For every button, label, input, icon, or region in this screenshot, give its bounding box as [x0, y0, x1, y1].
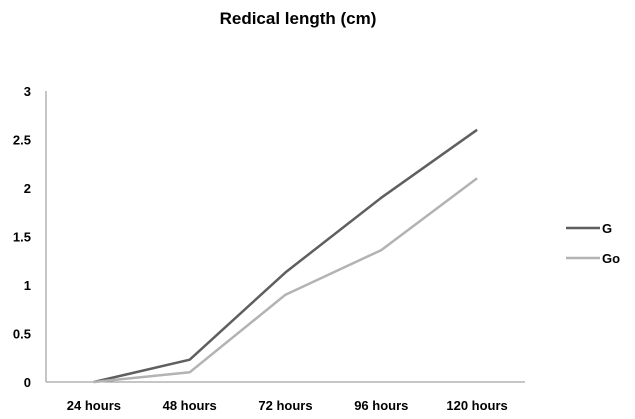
- x-tick-label: 72 hours: [258, 398, 312, 413]
- x-tick-label: 24 hours: [67, 398, 121, 413]
- chart-title: Redical length (cm): [220, 9, 377, 28]
- y-tick-labels: 0 0.5 1 1.5 2 2.5 3: [13, 84, 31, 390]
- y-tick-label: 0.5: [13, 327, 31, 342]
- legend-label-go: Go: [602, 251, 620, 266]
- x-tick-label: 96 hours: [354, 398, 408, 413]
- series-line-go: [93, 177, 478, 384]
- legend: G Go: [566, 221, 620, 266]
- y-tick-label: 0: [24, 375, 31, 390]
- x-tick-labels: 24 hours 48 hours 72 hours 96 hours 120 hour…: [67, 398, 508, 413]
- x-tick-label: 48 hours: [163, 398, 217, 413]
- legend-label-g: G: [602, 221, 612, 236]
- y-tick-label: 2: [24, 181, 31, 196]
- x-tick-label: 120 hours: [446, 398, 507, 413]
- y-tick-label: 3: [24, 84, 31, 99]
- series-line-g: [93, 128, 478, 384]
- axes: [45, 91, 525, 383]
- y-tick-label: 2.5: [13, 133, 31, 148]
- series-lines: [93, 128, 478, 384]
- y-tick-label: 1.5: [13, 230, 31, 245]
- y-tick-label: 1: [24, 278, 31, 293]
